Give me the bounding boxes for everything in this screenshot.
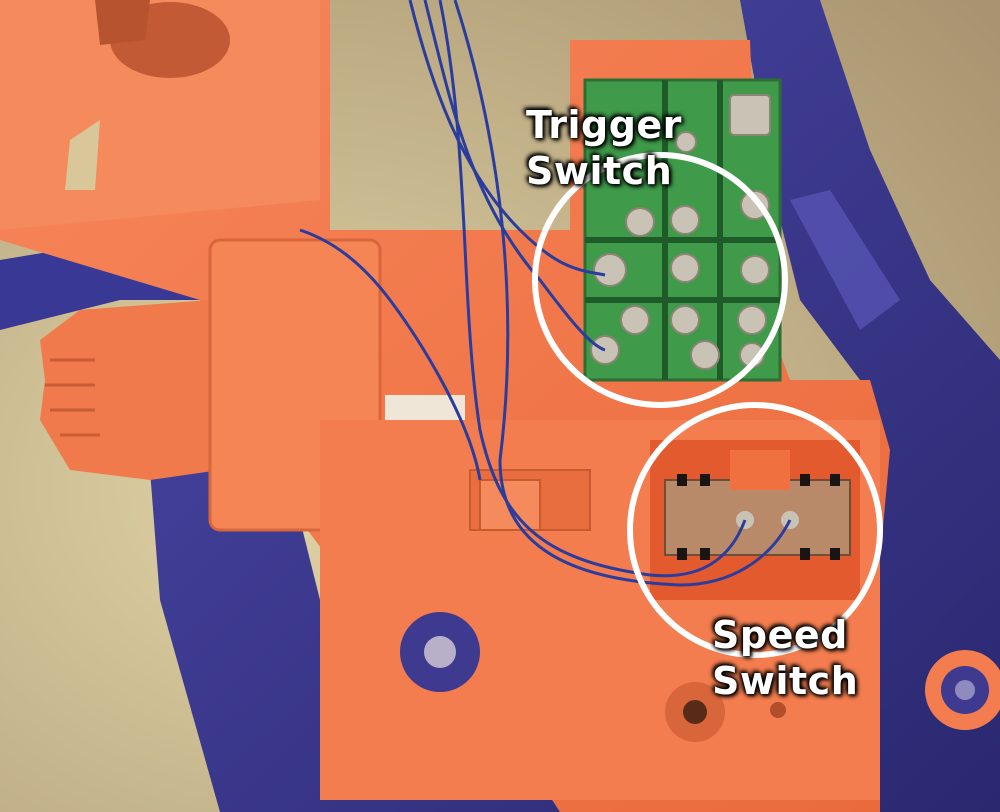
trigger-switch-label: Trigger Switch: [526, 102, 682, 194]
trigger-switch-label-line2: Switch: [526, 149, 673, 193]
trigger-switch-label-line1: Trigger: [526, 103, 682, 147]
purple-housing-ridge: [790, 190, 900, 330]
pcb-solder-pads: [590, 94, 771, 370]
speed-switch-slider: [730, 450, 790, 490]
screw-post-right-hole: [955, 680, 975, 700]
pcb-grid: [585, 80, 780, 380]
speed-switch-label-line1: Speed: [712, 613, 848, 657]
cylinder-slot: [65, 120, 100, 190]
cylinder-slot-2: [95, 0, 150, 45]
screw-post-center-hole: [683, 700, 707, 724]
speed-switch-label: Speed Switch: [712, 612, 858, 704]
trigger: [40, 300, 220, 480]
speed-switch-tabs: [677, 474, 840, 560]
purple-housing: [150, 0, 1000, 812]
speed-switch-body: [664, 479, 851, 556]
speed-switch-highlight-ring: [627, 402, 883, 658]
small-hole: [770, 702, 786, 718]
trigger-switch-highlight-ring: [532, 152, 788, 408]
trigger-ridges: [45, 358, 100, 437]
blue-wires: [299, 0, 792, 587]
speed-switch-label-line2: Switch: [712, 659, 859, 703]
screw-post-left-hole: [424, 636, 456, 668]
